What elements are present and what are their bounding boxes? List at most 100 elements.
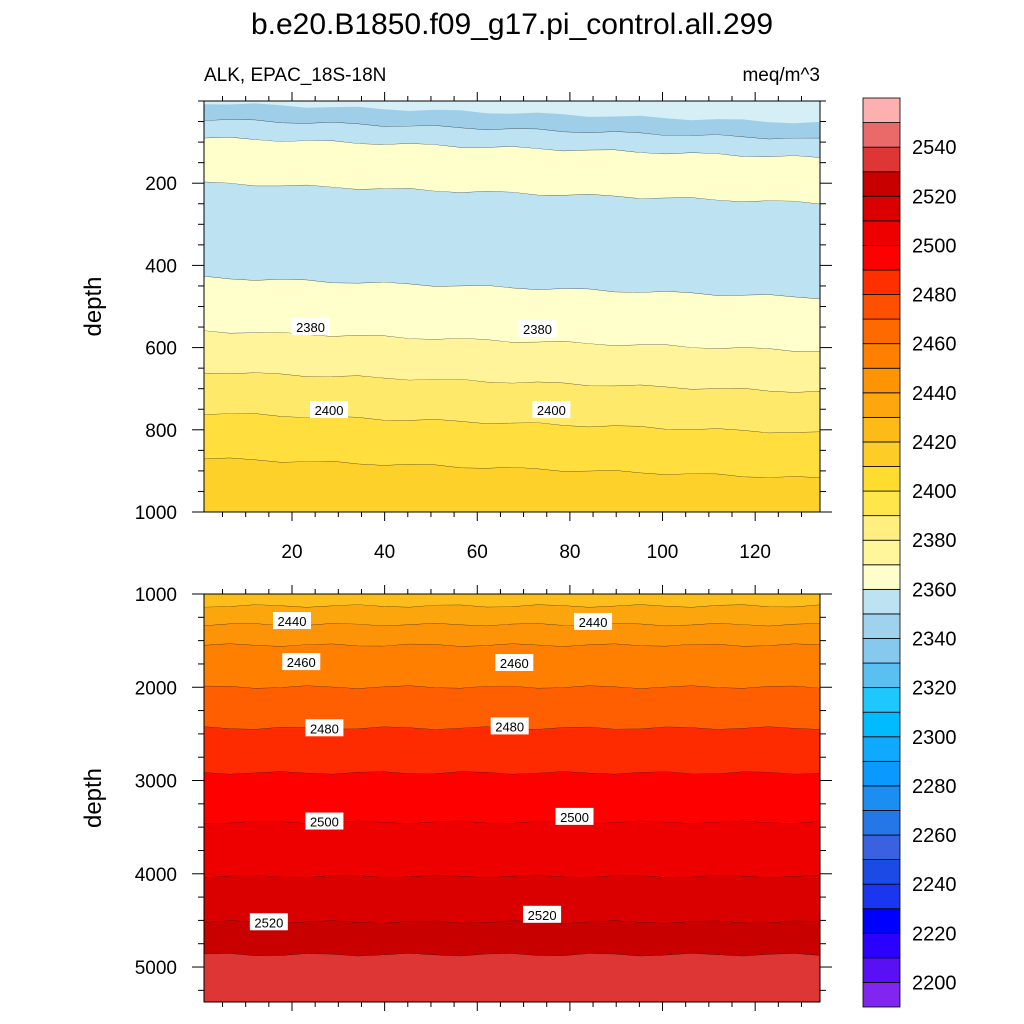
contour-label-text: 2380	[296, 320, 325, 335]
contour-band-2370-2380	[204, 137, 820, 205]
contour-label: 2480	[305, 719, 344, 737]
colorbar-box	[862, 245, 901, 271]
colorbar-box	[862, 834, 901, 860]
colorbar-tick-label: 2260	[912, 825, 957, 847]
y-tick-label: 2000	[135, 678, 177, 699]
colorbar-tick-label: 2500	[912, 235, 957, 257]
colorbar-box	[862, 957, 901, 983]
contour-label: 2380	[518, 320, 557, 338]
contour-label: 2500	[305, 812, 344, 830]
contour-label: 2460	[495, 654, 534, 672]
contour-label-bg	[555, 807, 594, 825]
contour-label-bg	[310, 401, 349, 419]
contour-label-text: 2460	[500, 656, 529, 671]
y-tick-label: 600	[145, 339, 177, 360]
contour-band-2500-2510	[204, 821, 820, 878]
plot-area	[204, 101, 820, 512]
colorbar-box	[862, 613, 901, 639]
colorbar-box	[862, 466, 901, 492]
colorbar-box	[862, 515, 901, 541]
colorbar-box	[862, 539, 901, 566]
colorbar-box	[862, 932, 901, 959]
colorbar-box	[862, 687, 901, 713]
contour-label-text: 2480	[495, 719, 524, 734]
contour-band-2530-2540	[204, 953, 820, 1002]
y-tick-label: 1000	[135, 503, 177, 524]
colorbar-box	[862, 294, 901, 320]
colorbar-box	[862, 318, 901, 345]
colorbar-box	[862, 883, 901, 910]
colorbar-box	[862, 908, 901, 934]
colorbar-tick-label: 2240	[912, 874, 957, 896]
colorbar-box	[862, 785, 901, 811]
colorbar-box	[862, 220, 901, 246]
colorbar-box	[862, 736, 901, 762]
contour-label: 2400	[310, 401, 349, 419]
colorbar-box	[862, 441, 901, 467]
y-tick-label: 200	[145, 174, 177, 195]
colorbar-box	[862, 859, 901, 885]
contour-label-text: 2440	[278, 614, 307, 629]
contour-label-bg	[495, 654, 534, 672]
contour-label-bg	[249, 913, 288, 931]
contour-band-2350-2360	[204, 103, 820, 140]
contour-label-text: 2380	[523, 322, 552, 337]
colorbar-tick-label: 2280	[912, 776, 957, 798]
contour-band-2430-2440	[204, 604, 820, 627]
contour-label: 2440	[574, 612, 613, 630]
x-tick-label: 40	[374, 542, 395, 563]
colorbar-tick-label: 2380	[912, 530, 957, 552]
colorbar-tick-label: 2460	[912, 334, 957, 356]
colorbar-box	[862, 97, 901, 123]
contour-label: 2520	[523, 905, 562, 923]
colorbar-tick-label: 2440	[912, 383, 957, 405]
contour-band-2440-2450	[204, 623, 820, 647]
contour-band-2510-2520	[204, 875, 820, 924]
colorbar-box	[862, 367, 901, 394]
y-tick-label: 3000	[135, 772, 177, 793]
colorbar-box	[862, 146, 901, 173]
variable-region-label: ALK, EPAC_18S-18N	[204, 65, 386, 86]
colorbar-box	[862, 490, 901, 517]
contour-band-2480-2500	[204, 771, 820, 824]
contour-label-bg	[518, 320, 557, 338]
colorbar-tick-label: 2400	[912, 481, 957, 503]
colorbar-box	[862, 810, 901, 836]
colorbar-box	[862, 588, 901, 615]
colorbar-tick-label: 2520	[912, 186, 957, 208]
plot-area	[204, 594, 820, 1002]
contour-label-bg	[282, 653, 321, 671]
figure-title: b.e20.B1850.f09_g17.pi_control.all.299	[251, 8, 773, 41]
contour-band-2400-2410	[204, 413, 820, 478]
colorbar-tick-label: 2480	[912, 285, 957, 307]
x-tick-label: 60	[467, 542, 488, 563]
contour-label: 2380	[291, 318, 330, 336]
contour-band-2390-2400	[204, 372, 820, 434]
contour-band-2360-2370	[204, 119, 820, 158]
contour-label: 2440	[273, 612, 311, 630]
contour-label: 2500	[555, 807, 594, 825]
colorbar-box	[862, 269, 901, 295]
y-tick-label: 5000	[135, 958, 177, 979]
lower-panel: 1000 2000 3000 4000 5000 depth 2440 2440 2460 246…	[80, 585, 832, 1011]
colorbar-box	[862, 343, 901, 369]
colorbar-tick-label: 2340	[912, 628, 957, 650]
y-tick-label: 400	[145, 256, 177, 277]
colorbar-box	[862, 638, 901, 664]
x-tick-label: 120	[739, 542, 771, 563]
colorbar-tick-label: 2200	[912, 972, 957, 994]
colorbar-tick-label: 2320	[912, 678, 957, 700]
x-tick-label: 100	[647, 542, 679, 563]
y-tick-label: 800	[145, 421, 177, 442]
contour-label-bg	[291, 318, 330, 336]
colorbar-box	[862, 760, 901, 787]
contour-band-2380-2390	[204, 330, 820, 393]
colorbar-box	[862, 171, 901, 197]
contour-band-2460-2470	[204, 685, 820, 730]
contour-band-2410-2420	[204, 458, 820, 512]
colorbar-tick-label: 2220	[912, 923, 957, 945]
colorbar-tick-label: 2420	[912, 432, 957, 454]
contour-label-text: 2460	[287, 655, 316, 670]
contour-label-bg	[305, 719, 344, 737]
colorbar-box	[862, 392, 901, 418]
